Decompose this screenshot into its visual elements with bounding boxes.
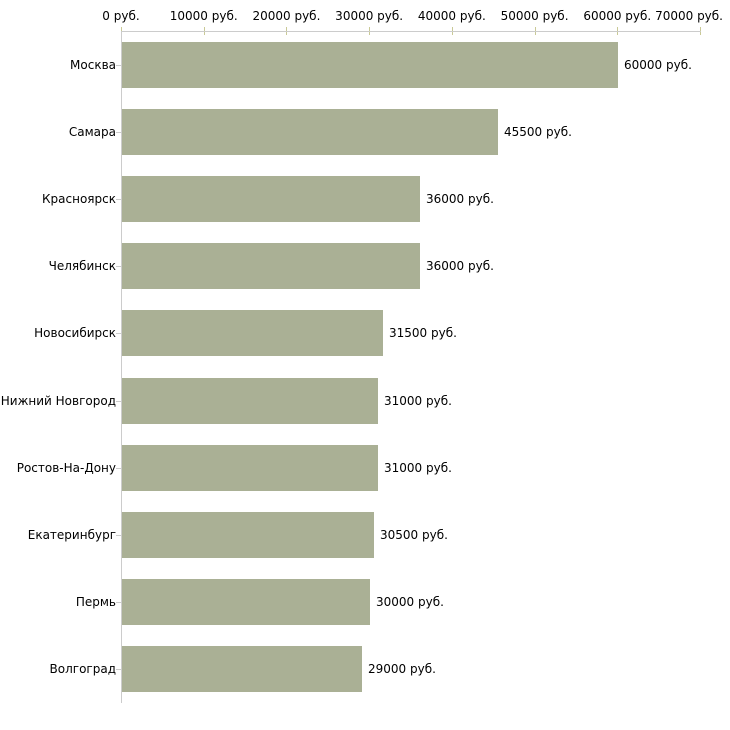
x-axis-line <box>121 31 701 32</box>
bar <box>122 109 498 155</box>
x-tick-label: 10000 руб. <box>169 9 238 23</box>
bar-value-label: 36000 руб. <box>426 259 494 274</box>
x-tick-label: 30000 руб. <box>335 9 404 23</box>
bar <box>122 579 370 625</box>
category-label: Самара <box>68 124 116 139</box>
y-axis-line <box>121 31 122 703</box>
x-tick-label: 0 руб. <box>102 9 140 23</box>
x-tick-label: 60000 руб. <box>583 9 652 23</box>
category-label: Красноярск <box>42 192 116 206</box>
x-tick-label: 40000 руб. <box>417 9 486 23</box>
bar-value-label: 36000 руб. <box>426 192 494 206</box>
y-tick-mark <box>116 602 121 603</box>
bar <box>122 42 618 88</box>
x-tick-label: 50000 руб. <box>500 9 569 23</box>
bar <box>122 512 374 558</box>
y-tick-mark <box>116 65 121 66</box>
bar-value-label: 60000 руб. <box>624 57 692 72</box>
y-tick-mark <box>116 333 121 334</box>
y-tick-mark <box>116 669 121 670</box>
category-label: Москва <box>70 57 116 72</box>
category-label: Новосибирск <box>34 326 116 341</box>
y-tick-mark <box>116 468 121 469</box>
bar-value-label: 31000 руб. <box>384 393 452 408</box>
bar-value-label: 45500 руб. <box>504 124 572 139</box>
category-label: Пермь <box>75 595 116 610</box>
y-tick-mark <box>116 132 121 133</box>
category-label: Ростов-На-Дону <box>16 460 116 475</box>
bar-value-label: 31000 руб. <box>384 460 452 475</box>
category-label: Волгоград <box>49 662 116 677</box>
bar <box>122 445 378 491</box>
category-label: Нижний Новгород <box>0 393 116 408</box>
category-label: Челябинск <box>48 259 116 274</box>
bar-value-label: 30500 руб. <box>380 528 448 542</box>
y-tick-mark <box>116 535 121 536</box>
bar <box>122 243 420 289</box>
x-tick-label: 20000 руб. <box>252 9 321 23</box>
bar-value-label: 31500 руб. <box>389 326 457 341</box>
bar <box>122 310 383 356</box>
bar-value-label: 29000 руб. <box>368 662 436 677</box>
category-label: Екатеринбург <box>27 528 116 542</box>
y-tick-mark <box>116 199 121 200</box>
bar <box>122 378 378 424</box>
y-tick-mark <box>116 401 121 402</box>
bar <box>122 176 420 222</box>
bar-value-label: 30000 руб. <box>376 595 444 610</box>
y-tick-mark <box>116 266 121 267</box>
bar <box>122 646 362 692</box>
x-tick-label: 70000 руб. <box>655 9 723 23</box>
